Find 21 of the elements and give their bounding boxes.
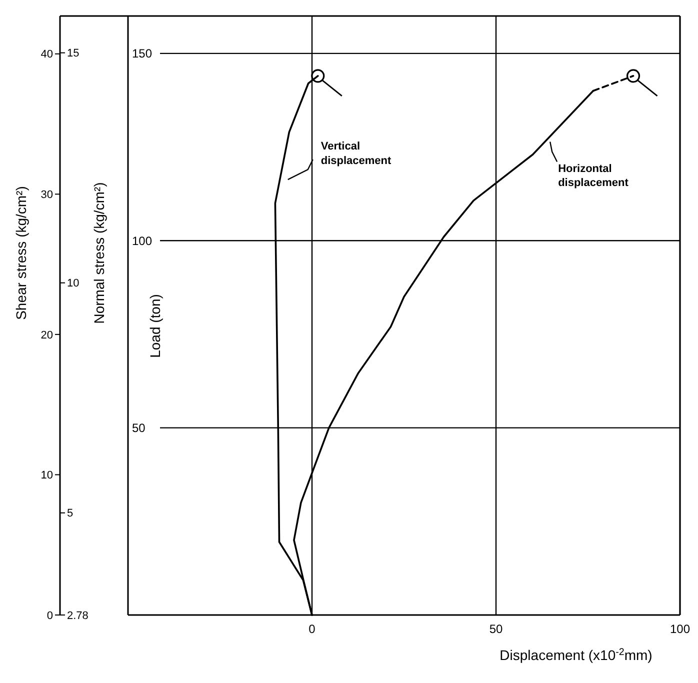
y2-axis-title: Normal stress (kg/cm²) [91, 182, 107, 324]
x-axis-title: Displacement (x10$^{-2}$mm) [500, 646, 652, 663]
y3-tick-label: 10 [40, 470, 53, 482]
y2-tick-label: 10 [67, 278, 80, 290]
y-tick-label: 50 [132, 421, 146, 436]
y3-axis-title: Shear stress (kg/cm²) [13, 186, 29, 320]
y3-tick-label: 0 [46, 610, 53, 622]
annotation: Vertical displacement [320, 140, 392, 167]
annotation: Horizontal displacement [558, 162, 629, 190]
y-axis-title: Load (ton) [147, 294, 163, 358]
y-tick-label: 150 [132, 46, 152, 61]
y3-tick-label: 30 [40, 189, 53, 202]
y3-tick-label: 20 [40, 329, 53, 342]
y-tick-label: 100 [132, 234, 152, 248]
y2-tick-label: 5 [67, 508, 74, 520]
x-tick-label: 100 [670, 622, 690, 636]
y2-tick-label: 15 [67, 48, 80, 60]
y3-tick-label: 40 [40, 48, 53, 61]
y2-tick-label: 2.78 [67, 610, 88, 622]
x-tick-label: 0 [308, 622, 316, 636]
x-tick-label: 50 [489, 622, 503, 636]
